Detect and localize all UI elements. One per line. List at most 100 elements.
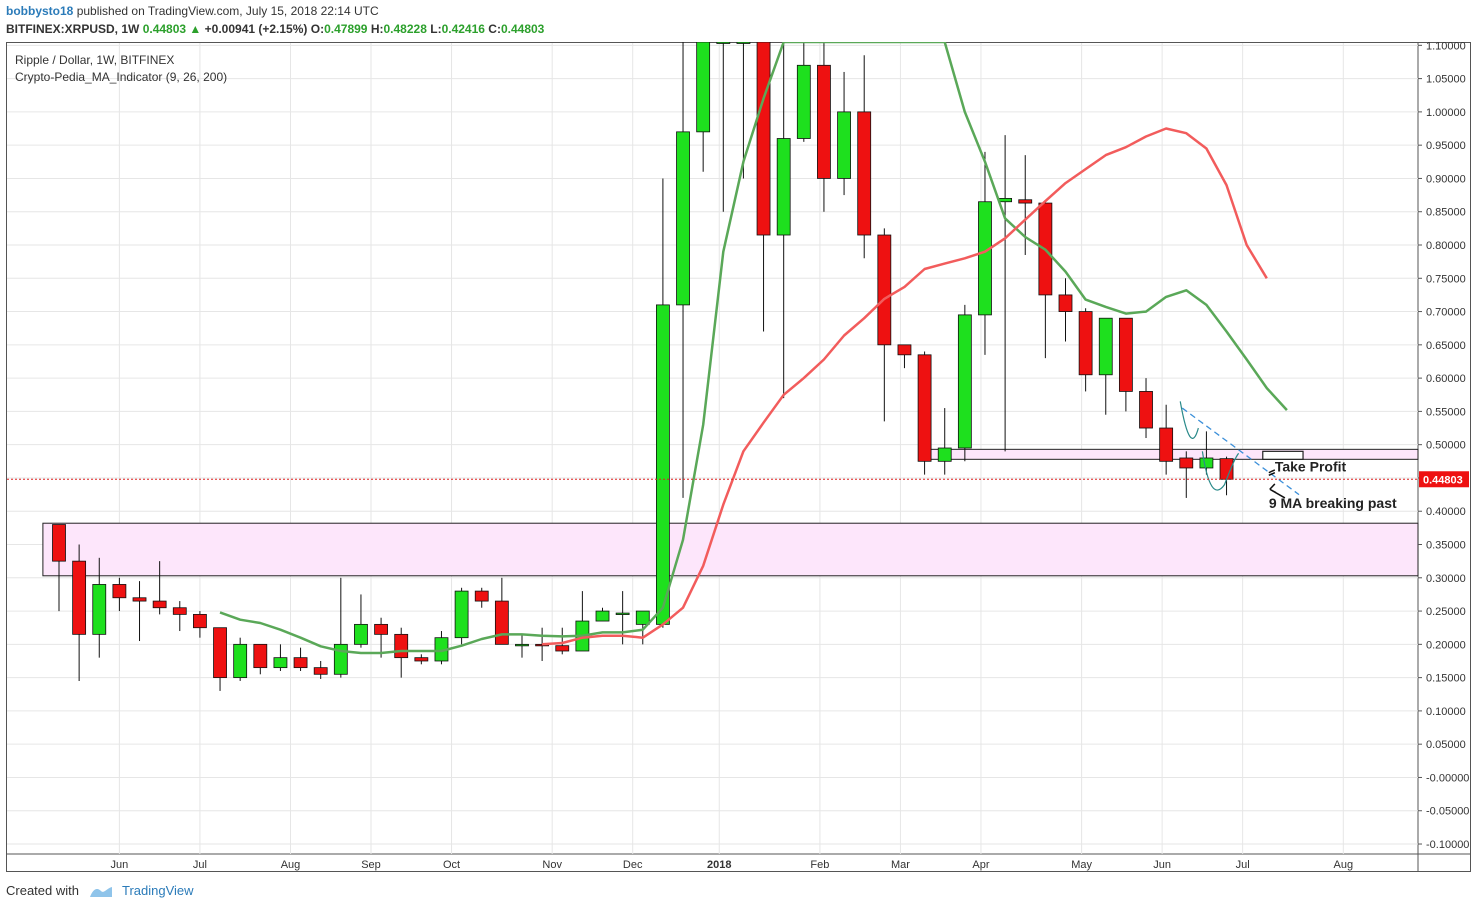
- x-tick-label: 2018: [707, 859, 731, 871]
- candle-down: [1139, 391, 1153, 429]
- y-tick-label: -0.10000: [1426, 839, 1469, 851]
- y-tick-label: 0.80000: [1426, 240, 1466, 252]
- candle-up: [656, 304, 670, 625]
- price-chart[interactable]: Take Profit 9 MA breaking past 1.10000 1.0…: [6, 42, 1471, 872]
- annotation-label: Take Profit: [1275, 458, 1347, 474]
- close-label: C:: [488, 22, 501, 36]
- candle-up: [354, 623, 368, 645]
- ma-break-arrow-icon: [1269, 483, 1286, 499]
- x-tick-label: Jun: [1153, 859, 1171, 871]
- take-profit-arrow-icon: [1268, 469, 1276, 476]
- symbol-info: BITFINEX:XRPUSD, 1W 0.44803 ▲ +0.00941 (…: [6, 22, 544, 36]
- candle-down: [917, 354, 932, 462]
- y-tick-label: 0.10000: [1426, 706, 1466, 718]
- y-tick-label: 0.60000: [1426, 373, 1466, 385]
- candle-down: [1118, 317, 1133, 392]
- y-tick-label: 0.40000: [1426, 506, 1466, 518]
- high-value: 0.48228: [383, 22, 427, 36]
- candle-up: [515, 643, 529, 647]
- x-tick-label: Nov: [542, 859, 562, 871]
- candle-up: [978, 201, 992, 316]
- candle-up: [92, 584, 107, 635]
- candle-down: [1159, 427, 1174, 462]
- candle-down: [555, 645, 570, 652]
- price-change: +0.00941 (+2.15%): [204, 22, 308, 36]
- candle-up: [696, 42, 711, 133]
- y-tick-label: -0.05000: [1426, 806, 1469, 818]
- y-tick-label: 0.85000: [1426, 207, 1466, 219]
- high-label: H:: [370, 22, 384, 36]
- candle-down: [253, 643, 268, 669]
- candle-down: [857, 111, 872, 236]
- candle-down: [1179, 457, 1194, 469]
- candle-up: [595, 610, 610, 622]
- candle-up: [998, 198, 1013, 203]
- support-zone: [42, 522, 1419, 577]
- y-tick-label: -0.00000: [1426, 772, 1469, 784]
- trend-line: [1181, 407, 1300, 496]
- y-tick-label: 0.50000: [1426, 440, 1466, 452]
- tradingview-link[interactable]: TradingView: [122, 883, 194, 898]
- y-tick-label: 0.05000: [1426, 739, 1466, 751]
- candle-down: [1018, 199, 1033, 204]
- footer: Created with TradingView: [6, 883, 194, 899]
- candle-up: [736, 42, 751, 44]
- y-tick-label: 0.75000: [1426, 273, 1466, 285]
- candle-up: [957, 314, 972, 449]
- author-link[interactable]: bobbysto18: [6, 4, 74, 18]
- candle-up: [716, 42, 731, 44]
- candle-down: [172, 607, 187, 615]
- tradingview-logo-icon: [89, 886, 112, 897]
- x-tick-label: May: [1071, 859, 1092, 871]
- candle-down: [72, 560, 87, 635]
- candle-up: [1098, 317, 1113, 376]
- ma-26-line: [542, 127, 1268, 646]
- up-arrow-icon: ▲: [189, 22, 202, 36]
- low-label: L:: [430, 22, 442, 36]
- y-tick-label: 0.70000: [1426, 307, 1466, 319]
- candle-down: [494, 600, 509, 645]
- candle-up: [233, 643, 248, 679]
- candle-down: [293, 657, 308, 669]
- candle-down: [193, 613, 207, 629]
- ma-9-line: [219, 42, 1288, 655]
- close-value: 0.44803: [500, 22, 545, 36]
- x-tick-label: Dec: [623, 859, 643, 871]
- last-price: 0.44803: [142, 22, 187, 36]
- candle-down: [213, 627, 227, 679]
- candle-down: [756, 42, 771, 236]
- annotation-label: 9 MA breaking past: [1269, 495, 1397, 511]
- y-tick-label: 0.90000: [1426, 173, 1466, 185]
- candle-down: [414, 657, 429, 662]
- candle-up: [1199, 457, 1214, 469]
- candle-down: [474, 590, 489, 602]
- x-tick-label: Feb: [810, 859, 829, 871]
- candle-up: [796, 64, 811, 139]
- pattern-curve: [1179, 401, 1240, 491]
- y-tick-label: 0.55000: [1426, 406, 1466, 418]
- open-label: O:: [310, 22, 325, 36]
- candle-down: [132, 597, 147, 602]
- y-tick-label: 1.00000: [1426, 107, 1466, 119]
- candle-up: [615, 612, 630, 615]
- take-profit-box: [1262, 450, 1304, 460]
- candle-down: [1058, 294, 1073, 312]
- candle-up: [454, 590, 469, 639]
- x-tick-label: Aug: [1334, 859, 1354, 871]
- x-tick-label: Jun: [111, 859, 129, 871]
- candle-down: [1078, 311, 1093, 376]
- y-tick-label: 0.20000: [1426, 639, 1466, 651]
- x-tick-label: Oct: [443, 859, 460, 871]
- y-tick-label: 0.25000: [1426, 606, 1466, 618]
- symbol-label: BITFINEX:XRPUSD, 1W: [6, 22, 140, 36]
- x-tick-label: Apr: [972, 859, 989, 871]
- candle-up: [635, 610, 650, 625]
- x-tick-label: Mar: [891, 859, 910, 871]
- y-tick-label: 0.15000: [1426, 673, 1466, 685]
- candle-down: [394, 633, 409, 659]
- y-tick-label: 0.35000: [1426, 540, 1466, 552]
- candle-down: [313, 667, 328, 675]
- candle-down: [817, 64, 831, 179]
- candle-up: [776, 138, 791, 236]
- x-tick-label: Aug: [281, 859, 301, 871]
